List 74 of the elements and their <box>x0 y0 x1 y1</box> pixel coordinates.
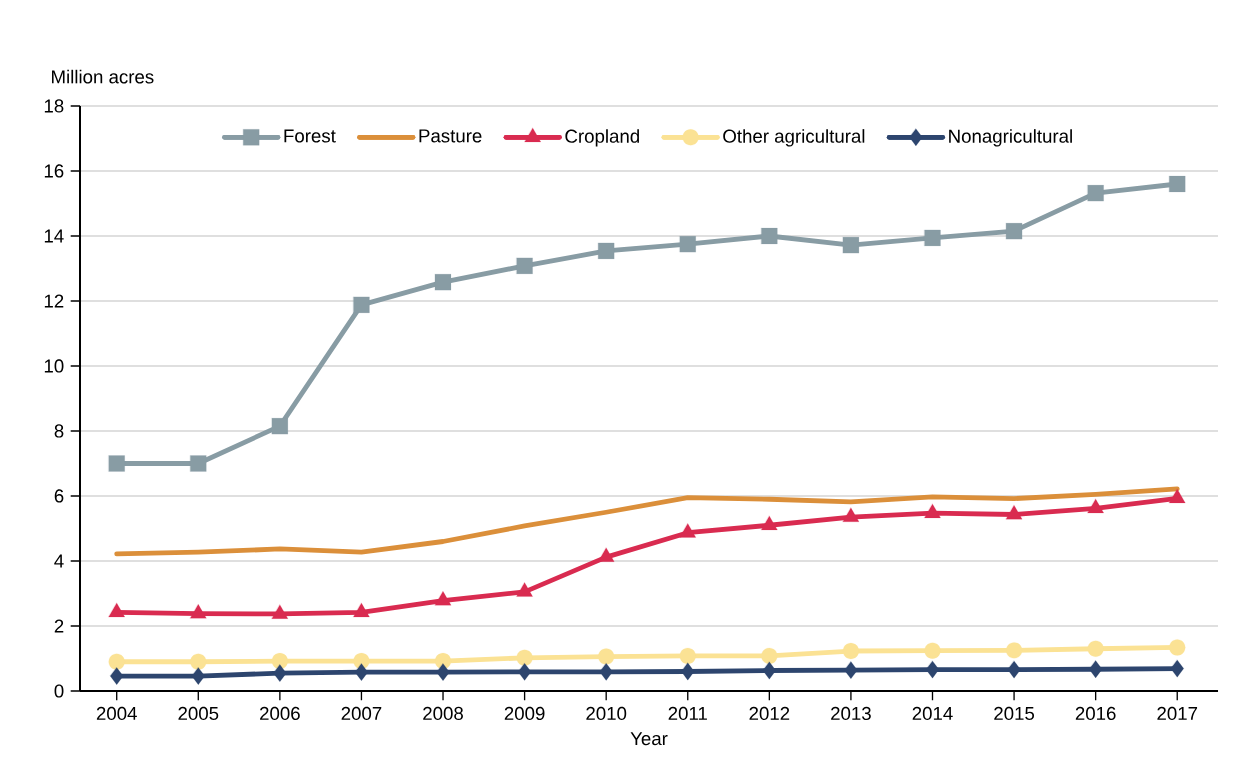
x-tick-label: 2011 <box>668 706 707 721</box>
point <box>762 661 776 680</box>
point <box>679 647 696 664</box>
y-tick-label: 2 <box>54 619 64 633</box>
point <box>271 418 288 435</box>
point <box>1087 640 1104 657</box>
point <box>1087 185 1104 202</box>
point <box>925 660 940 679</box>
y-tick-label: 10 <box>44 359 64 373</box>
x-tick-label: 2014 <box>912 706 953 721</box>
point <box>190 653 207 670</box>
point <box>434 274 452 291</box>
legend-label: Other agricultural <box>723 129 865 147</box>
x-axis-title: Year <box>630 732 668 746</box>
point <box>110 667 124 685</box>
point <box>191 667 205 685</box>
point <box>271 653 288 670</box>
point <box>518 663 532 681</box>
legend-label: Nonagricultural <box>949 129 1072 147</box>
point <box>353 296 370 313</box>
point <box>1007 660 1021 679</box>
point <box>516 649 533 666</box>
point <box>434 591 452 606</box>
y-axis-title: Million acres <box>52 69 154 84</box>
point <box>354 663 369 681</box>
point <box>599 663 613 681</box>
y-tick-label: 4 <box>54 554 64 568</box>
x-tick-label: 2016 <box>1075 706 1116 721</box>
legend-label: Pasture <box>419 129 482 143</box>
point <box>1169 175 1186 193</box>
point <box>108 455 125 472</box>
y-tick-label: 14 <box>44 229 64 243</box>
point <box>842 237 859 254</box>
point <box>1170 659 1184 678</box>
point <box>436 663 450 681</box>
x-tick-label: 2008 <box>423 706 463 721</box>
point <box>190 604 207 619</box>
x-tick-label: 2010 <box>586 706 627 721</box>
point <box>842 642 859 660</box>
x-tick-label: 2007 <box>341 706 382 721</box>
x-tick-label: 2012 <box>749 706 790 721</box>
point <box>516 257 533 274</box>
y-tick-label: 8 <box>54 424 64 438</box>
point <box>1006 223 1023 240</box>
point <box>679 236 696 253</box>
x-tick-label: 2013 <box>831 706 871 721</box>
x-tick-label: 2015 <box>994 706 1035 721</box>
point <box>598 242 615 260</box>
y-tick-label: 18 <box>44 99 64 113</box>
point <box>761 227 778 245</box>
y-tick-label: 0 <box>54 684 64 698</box>
point <box>1089 660 1103 678</box>
x-tick-label: 2017 <box>1157 706 1198 721</box>
point <box>598 648 615 665</box>
point <box>108 653 125 670</box>
x-tick-label: 2004 <box>96 706 137 721</box>
point <box>1006 642 1023 659</box>
point <box>924 642 941 659</box>
point <box>924 229 941 247</box>
legend-label: Cropland <box>565 129 639 147</box>
y-tick-label: 6 <box>54 489 64 503</box>
x-tick-label: 2009 <box>504 706 545 721</box>
point <box>1169 639 1186 656</box>
point <box>761 647 778 664</box>
legend-label: Forest <box>284 129 336 143</box>
y-tick-label: 16 <box>44 164 64 178</box>
point <box>1005 505 1023 520</box>
y-tick-label: 12 <box>44 294 64 308</box>
point <box>273 664 287 682</box>
point <box>681 662 695 681</box>
point <box>190 455 207 472</box>
x-tick-label: 2006 <box>260 706 300 721</box>
point <box>844 661 858 679</box>
x-tick-label: 2005 <box>178 706 219 721</box>
